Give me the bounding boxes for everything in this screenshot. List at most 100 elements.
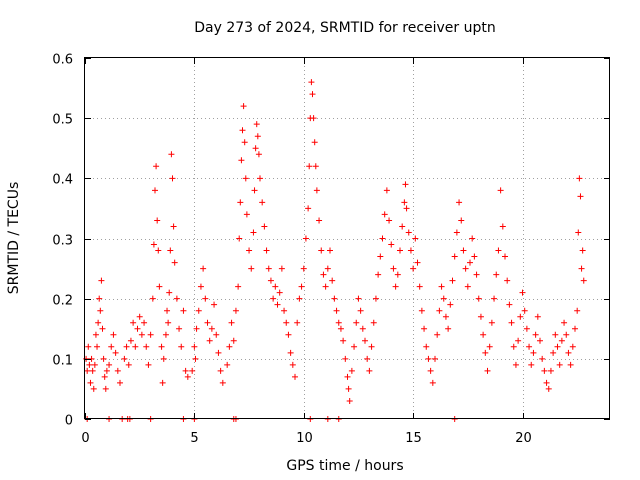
data-point [318,247,325,254]
data-point [197,283,204,290]
data-point [313,187,320,194]
data-point [449,277,456,284]
data-point [399,223,406,230]
data-point [91,361,98,368]
data-point [121,355,128,362]
data-point [453,229,460,236]
data-point [97,307,104,314]
data-point [477,313,484,320]
data-point [250,229,257,236]
y-tick-label: 0.2 [52,294,73,309]
data-point [302,235,309,242]
data-point [274,301,281,308]
data-point [100,355,107,362]
data-point [423,343,430,350]
data-point [368,343,375,350]
data-point [191,343,198,350]
data-point [147,331,154,338]
data-point [270,295,277,302]
x-axis-label: GPS time / hours [286,458,403,474]
data-point [158,343,165,350]
x-tick-labels: 0 5 10 15 20 [81,431,531,446]
data-point [486,343,493,350]
data-point [451,253,458,260]
data-point [240,103,247,110]
data-point [114,367,121,374]
data-point [213,331,220,338]
data-point [83,355,90,362]
data-point [572,325,578,332]
data-point [346,397,353,404]
data-point [407,247,414,254]
data-point [528,361,535,368]
data-point [412,235,419,242]
data-point [427,367,434,374]
data-point [440,295,447,302]
data-point [261,223,268,230]
data-point [379,235,386,242]
data-point [211,301,218,308]
data-point [366,367,373,374]
data-point [432,355,438,362]
data-point [230,337,237,344]
data-point [235,283,242,290]
data-point [386,217,393,224]
data-point [488,319,495,326]
data-point [101,373,108,380]
data-point [102,385,109,392]
data-point [228,319,235,326]
data-point [372,295,379,302]
data-point [150,241,157,248]
data-point [322,283,329,290]
data-point [342,355,349,362]
data-point [456,199,463,206]
data-point [491,295,498,302]
data-point [482,349,489,356]
data-point [340,337,347,344]
data-point [84,367,91,374]
data-point [418,307,425,314]
data-point [447,301,454,308]
data-point [127,337,134,344]
data-point [248,265,255,272]
data-point [534,313,541,320]
data-point [253,121,260,128]
data-point [96,295,103,302]
data-point [575,229,582,236]
data-point [259,199,266,206]
x-tick-label: 20 [515,431,532,446]
data-point [169,175,176,182]
data-point [257,175,263,182]
data-point [401,199,408,206]
data-point [232,307,239,314]
data-point [579,247,586,254]
data-point [237,199,244,206]
data-point [567,361,574,368]
data-point [287,349,294,356]
data-point [278,265,285,272]
data-point [345,385,352,392]
data-point [184,373,191,380]
data-point [445,325,452,332]
data-point [156,283,163,290]
data-point [383,187,390,194]
data-point [558,337,565,344]
data-point [145,361,152,368]
data-point [95,319,102,326]
data-point [312,163,319,170]
axis-ticks [85,58,610,420]
data-point [416,283,423,290]
data-point [267,277,274,284]
y-tick-label: 0 [65,414,73,429]
data-point [308,79,315,86]
data-point [89,367,96,374]
data-point [493,271,500,278]
data-point [530,349,537,356]
data-point [193,325,200,332]
data-point [569,343,576,350]
data-point [94,343,101,350]
data-point [351,343,358,350]
data-point [132,343,139,350]
data-point [537,337,543,344]
